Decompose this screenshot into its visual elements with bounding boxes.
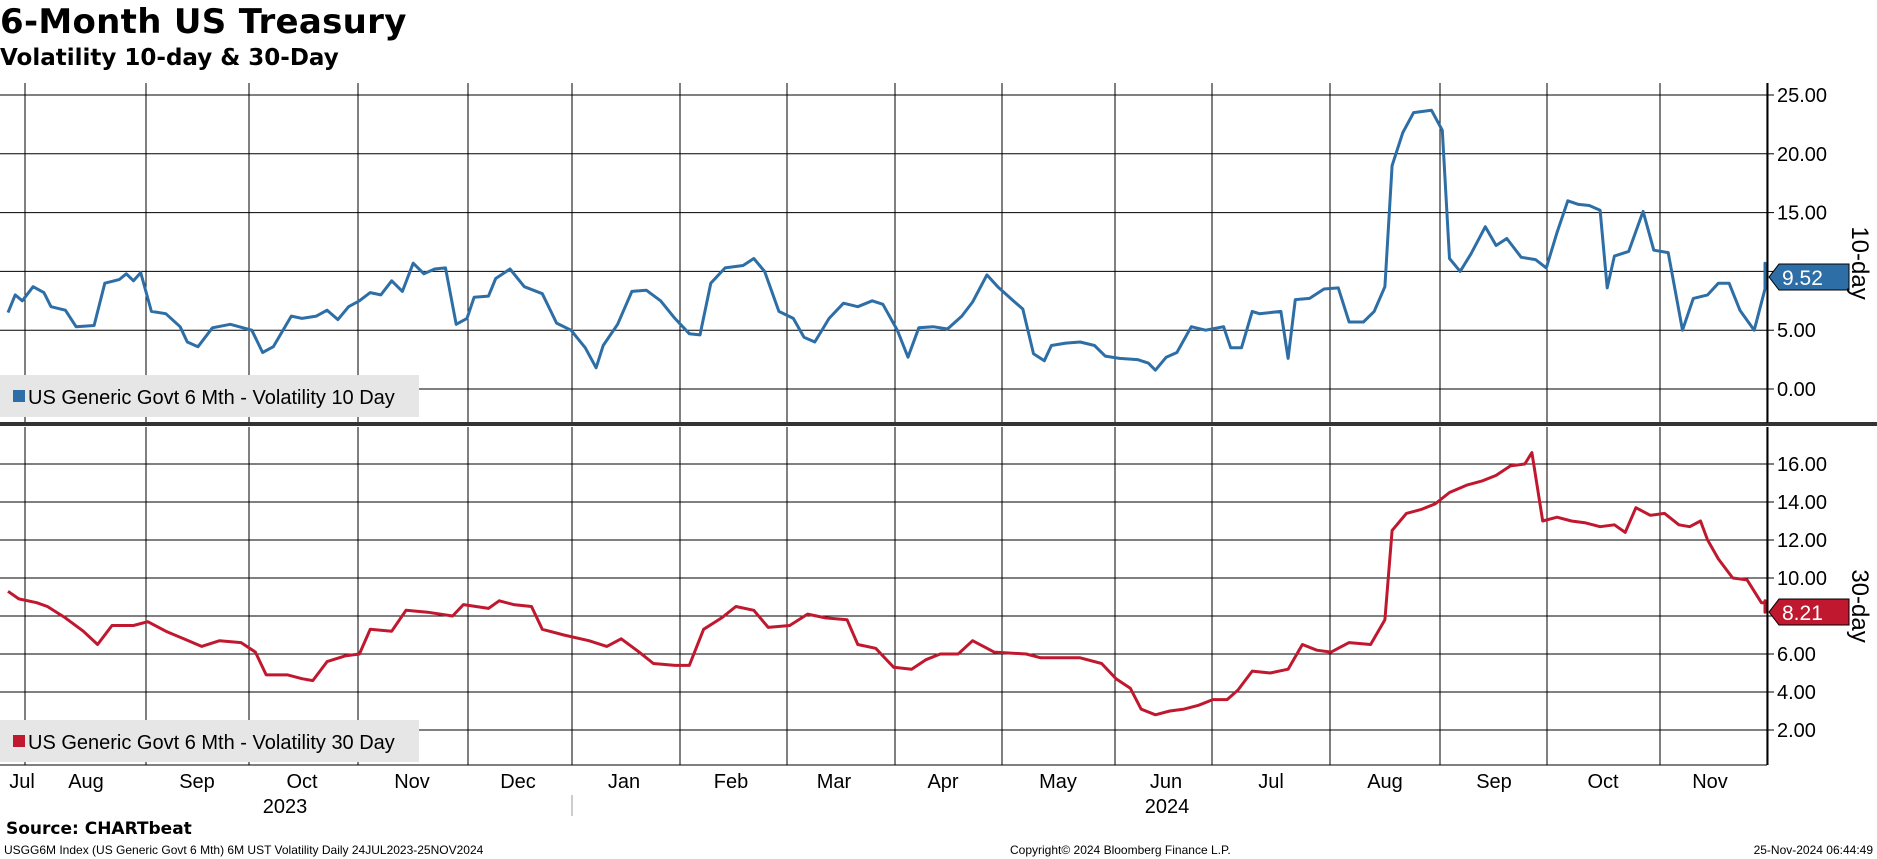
series-line [7, 451, 1767, 717]
legends: US Generic Govt 6 Mth - Volatility 10 Da… [0, 375, 419, 762]
y-tick-label: 14.00 [1777, 492, 1827, 514]
last-value-tag-box [1768, 598, 1850, 626]
y-axis-title: 30-day [1846, 569, 1873, 642]
last-value-label: 9.52 [1782, 267, 1823, 290]
x-tick-label: Nov [394, 771, 430, 793]
x-year-label: 2023 [263, 796, 308, 818]
x-tick-label: Sep [1476, 771, 1512, 793]
y-axes: 25.00 20.00 15.00 10.00 5.00 0.00 9.52 10-day 16… [1766, 83, 1873, 765]
x-tick-label: May [1039, 771, 1077, 793]
legend-label: US Generic Govt 6 Mth - Volatility 10 Da… [28, 387, 395, 409]
y-tick-label: 6.00 [1777, 644, 1816, 666]
x-tick-label: Nov [1692, 771, 1728, 793]
chart-subtitle: Volatility 10-day & 30-Day [0, 45, 339, 71]
y-tick-label: 15.00 [1777, 203, 1827, 225]
legend-swatch [13, 390, 25, 402]
x-axis: Jul Aug Sep Oct Nov Dec Jan Feb Mar Apr May Jun Jul A… [0, 764, 1767, 818]
x-tick-label: Jul [1258, 771, 1284, 793]
y-tick-label: 0.00 [1777, 379, 1816, 401]
y-tick-label: 5.00 [1777, 320, 1816, 342]
legend: US Generic Govt 6 Mth - Volatility 10 Da… [0, 375, 419, 417]
x-tick-label: Oct [1587, 771, 1619, 793]
footer-copyright: Copyright© 2024 Bloomberg Finance L.P. [1010, 843, 1231, 857]
last-value-tag-box [1768, 263, 1850, 291]
x-tick-label: Feb [714, 771, 748, 793]
y-tick-label: 25.00 [1777, 85, 1827, 107]
y-tick-label: 16.00 [1777, 454, 1827, 476]
x-tick-label: Jul [9, 771, 35, 793]
y-tick-label: 10.00 [1777, 568, 1827, 590]
series-layer [6, 108, 1767, 717]
chart-title: 6-Month US Treasury [0, 2, 407, 42]
x-tick-label: Mar [817, 771, 852, 793]
y-tick-label: 20.00 [1777, 144, 1827, 166]
source-note: Source: CHARTbeat [6, 819, 192, 839]
series-line [6, 108, 1767, 372]
legend-background [0, 720, 419, 762]
last-value-tag: 8.21 [1768, 598, 1850, 626]
last-value-tag: 9.52 [1768, 263, 1850, 291]
x-tick-label: Jan [608, 771, 640, 793]
y-axis-title: 10-day [1846, 226, 1873, 299]
y-tick-label: 2.00 [1777, 720, 1816, 742]
legend-swatch [13, 735, 25, 747]
legend: US Generic Govt 6 Mth - Volatility 30 Da… [0, 720, 419, 762]
x-year-label: 2024 [1145, 796, 1190, 818]
last-value-label: 8.21 [1782, 602, 1823, 625]
y-tick-label: 12.00 [1777, 530, 1827, 552]
y-tick-label: 4.00 [1777, 682, 1816, 704]
x-tick-label: Aug [1367, 771, 1403, 793]
x-tick-label: Aug [68, 771, 104, 793]
x-tick-label: Jun [1150, 771, 1182, 793]
x-tick-label: Sep [179, 771, 215, 793]
legend-label: US Generic Govt 6 Mth - Volatility 30 Da… [28, 732, 395, 754]
footer-description: USGG6M Index (US Generic Govt 6 Mth) 6M … [4, 843, 484, 857]
x-tick-label: Oct [286, 771, 318, 793]
legend-background [0, 375, 419, 417]
footer-timestamp: 25-Nov-2024 06:44:49 [1753, 843, 1873, 857]
grid-lines [0, 83, 1877, 765]
x-tick-label: Apr [927, 771, 958, 793]
x-tick-label: Dec [500, 771, 536, 793]
